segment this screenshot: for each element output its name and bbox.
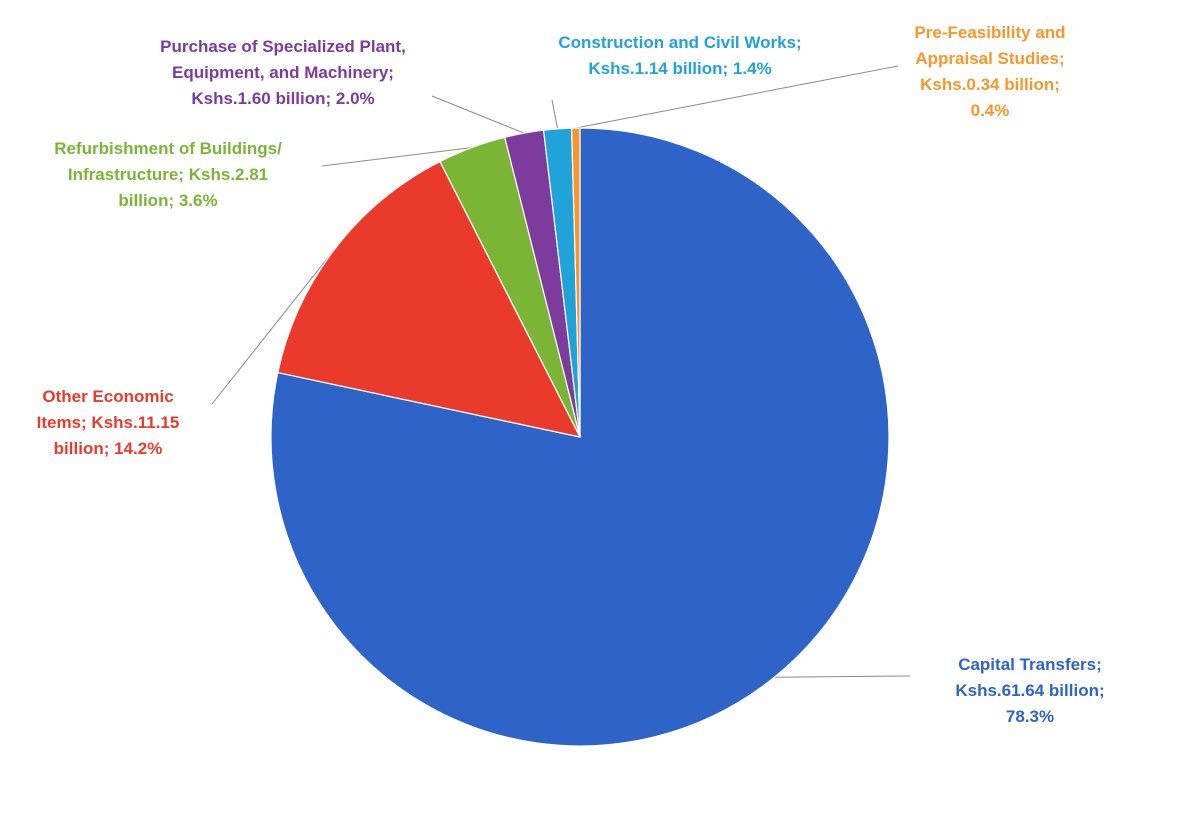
label-other-economic-items: Other Economic Items; Kshs.11.15 billion…: [8, 384, 208, 462]
pie-slice-other-economic-items: [277, 160, 582, 438]
label-line: Appraisal Studies;: [915, 49, 1065, 68]
label-line: Refurbishment of Buildings/: [54, 139, 282, 158]
label-line: Kshs.61.64 billion;: [955, 681, 1105, 700]
label-purchase-of-plant: Purchase of Specialized Plant, Equipment…: [128, 34, 438, 112]
label-line: Infrastructure; Kshs.2.81: [67, 165, 269, 184]
label-line: Construction and Civil Works;: [558, 33, 802, 52]
pie-slice-pre-feasibility-and-appraisal-studies: [570, 127, 581, 438]
leader-line-capital-transfers: [774, 675, 911, 678]
leader-line-purchase-of-specialized-plant-equipment-and-machinery: [431, 95, 525, 134]
label-refurbishment: Refurbishment of Buildings/ Infrastructu…: [18, 136, 318, 214]
label-line: Equipment, and Machinery;: [172, 63, 394, 82]
leader-line-refurbishment-of-buildings-infrastructure: [321, 147, 472, 167]
label-line: Pre-Feasibility and: [914, 23, 1066, 42]
label-line: Kshs.1.60 billion; 2.0%: [191, 89, 375, 108]
leader-line-pre-feasibility-and-appraisal-studies: [575, 65, 899, 129]
leader-line-other-economic-items: [211, 248, 336, 405]
label-line: billion; 14.2%: [53, 439, 163, 458]
label-line: Kshs.1.14 billion; 1.4%: [588, 59, 772, 78]
leader-lines: [211, 65, 911, 678]
label-capital-transfers: Capital Transfers; Kshs.61.64 billion; 7…: [900, 652, 1160, 730]
label-line: Kshs.0.34 billion;: [920, 75, 1060, 94]
label-pre-feasibility: Pre-Feasibility and Appraisal Studies; K…: [880, 20, 1100, 124]
pie-slices: [270, 127, 890, 747]
label-line: Purchase of Specialized Plant,: [160, 37, 406, 56]
label-line: Other Economic: [42, 387, 174, 406]
label-construction: Construction and Civil Works; Kshs.1.14 …: [520, 30, 840, 82]
label-line: Items; Kshs.11.15: [36, 413, 180, 432]
label-line: billion; 3.6%: [118, 191, 218, 210]
leader-line-construction-and-civil-works: [551, 99, 559, 129]
label-line: 0.4%: [970, 101, 1010, 120]
label-line: Capital Transfers;: [958, 655, 1102, 674]
label-line: 78.3%: [1005, 707, 1055, 726]
